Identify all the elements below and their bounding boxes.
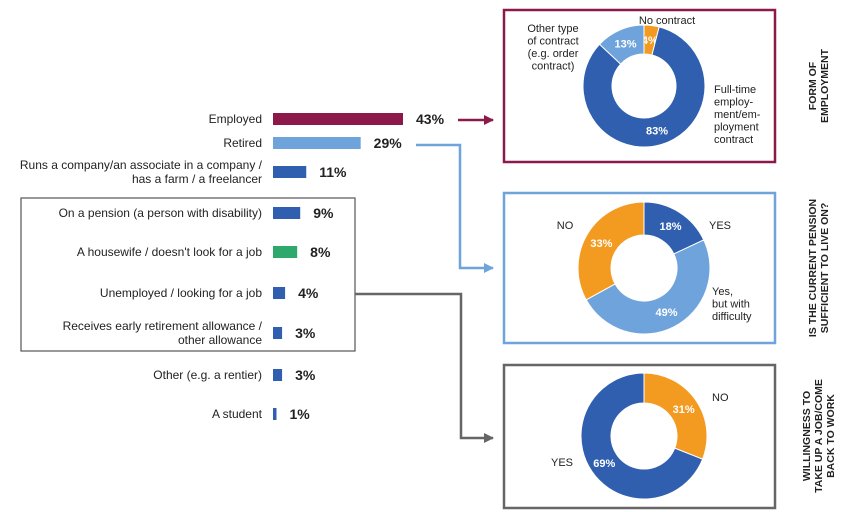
slice-value-label: 33% <box>590 238 612 250</box>
side-title-line: EMPLOYMENT <box>819 48 831 123</box>
bar-category-label-line: A student <box>212 407 263 421</box>
bar-category-label-line: Receives early retirement allowance / <box>63 319 263 333</box>
bar-category-label: A student <box>212 407 263 421</box>
donut-slice <box>580 372 704 500</box>
inactive-group-box <box>20 197 356 352</box>
slice-label-line: YES <box>709 220 731 232</box>
side-title-line: IS THE CURRENT PENSION <box>807 199 819 337</box>
bar-value-label: 1% <box>290 406 311 422</box>
bar-category-label: Employed <box>209 112 262 126</box>
bar <box>273 408 277 420</box>
slice-label-line: difficulty <box>712 311 752 323</box>
bar-category-label: Receives early retirement allowance / oth… <box>63 319 263 347</box>
side-title-line: WILLINGNESS TO <box>801 391 813 481</box>
bar-category-label: Retired <box>223 136 262 150</box>
slice-label: Yes, but with difficulty <box>712 286 752 323</box>
bar-category-label: Other (e.g. a rentier) <box>153 368 262 382</box>
bar-value-label: 29% <box>374 135 403 151</box>
slice-label-line: of contract <box>527 36 578 48</box>
slice-label-line: YES <box>551 457 573 469</box>
bar <box>273 369 283 381</box>
side-title-line: TAKE UP A JOB/COME <box>813 379 825 493</box>
slice-label-line: ployment <box>714 122 759 134</box>
side-title: WILLINGNESS TO TAKE UP A JOB/COME BACK TO … <box>801 379 837 493</box>
slice-label-line: employ- <box>714 97 753 109</box>
bar-category-label-line: A housewife / doesn't look for a job <box>77 245 262 259</box>
bar-value-label: 9% <box>313 205 334 221</box>
bar-category-label: Runs a company/an associate in a company… <box>20 158 263 186</box>
bar <box>273 166 307 178</box>
bar-value-label: 4% <box>298 285 319 301</box>
slice-label: NO <box>557 220 574 232</box>
slice-label-line: (e.g. order <box>528 48 579 60</box>
donut-slice <box>585 239 711 335</box>
bar-category-label: On a pension (a person with disability) <box>59 206 262 220</box>
side-title: IS THE CURRENT PENSION SUFFICIENT TO LIVE… <box>807 199 831 337</box>
bar-category-label-line: Other (e.g. a rentier) <box>153 368 262 382</box>
slice-value-label: 31% <box>673 404 695 416</box>
slice-label-line: No contract <box>639 15 695 27</box>
bar <box>273 113 403 125</box>
slice-label-line: contract) <box>532 61 575 73</box>
bar-value-label: 43% <box>416 111 445 127</box>
slice-value-label: 83% <box>646 126 668 138</box>
slice-value-label: 49% <box>655 307 677 319</box>
slice-label-line: but with <box>712 299 750 311</box>
slice-label: No contract <box>639 15 695 27</box>
donut-slice <box>577 201 645 301</box>
bar-category-label-line: has a farm / a freelancer <box>132 172 262 186</box>
slice-value-label: 4% <box>642 35 658 47</box>
bar <box>273 246 298 258</box>
slice-label-line: NO <box>557 220 574 232</box>
slice-label: YES <box>709 220 731 232</box>
bar-category-label-line: Retired <box>223 136 262 150</box>
slice-label: Full-time employ-ment/em-ployment contract <box>714 84 761 146</box>
inactive-arrow <box>355 292 494 443</box>
side-title-line: SUFFICIENT TO LIVE ON? <box>819 203 831 333</box>
slice-label-line: NO <box>712 392 729 404</box>
bar-value-label: 3% <box>295 367 316 383</box>
bar-category-label-line: Runs a company/an associate in a company… <box>20 158 263 172</box>
side-title-line: BACK TO WORK <box>825 394 837 478</box>
slice-value-label: 13% <box>615 38 637 50</box>
slice-value-label: 18% <box>660 221 682 233</box>
donut-slice <box>598 24 645 65</box>
retired-arrow <box>416 143 494 273</box>
slice-label: Other type of contract (e.g. order contract… <box>527 23 578 73</box>
bar <box>273 327 283 339</box>
bar-value-label: 11% <box>319 164 347 180</box>
donut-slice <box>643 372 708 460</box>
bar-category-label-line: On a pension (a person with disability) <box>59 206 262 220</box>
side-titles: FORM OF EMPLOYMENT IS THE CURRENT PENSION S… <box>801 48 837 493</box>
bar <box>273 207 301 219</box>
bar-value-label: 3% <box>295 325 316 341</box>
bar-chart: Employed 43% Retired 29% Runs a company/an a… <box>20 111 445 422</box>
bar-category-label: A housewife / doesn't look for a job <box>77 245 262 259</box>
bar <box>273 137 361 149</box>
bar-category-label: Unemployed / looking for a job <box>100 286 262 300</box>
bar-value-label: 8% <box>310 244 331 260</box>
bar-category-label-line: Employed <box>209 112 262 126</box>
bar-category-label-line: other allowance <box>178 333 262 347</box>
side-title-line: FORM OF <box>807 61 819 110</box>
slice-label-line: ment/em- <box>714 109 761 121</box>
donut-slice <box>582 26 706 148</box>
slice-label-line: Full-time <box>714 84 756 96</box>
slice-label-line: contract <box>714 134 753 146</box>
donut-charts: 4% 83% 13% Full-time employ-ment/em-ployment… <box>527 15 761 500</box>
side-title: FORM OF EMPLOYMENT <box>807 48 831 123</box>
slice-label-line: Yes, <box>712 286 733 298</box>
slice-label: NO <box>712 392 729 404</box>
slice-label-line: Other type <box>527 23 578 35</box>
bar <box>273 287 286 299</box>
slice-label: YES <box>551 457 573 469</box>
bar-category-label-line: Unemployed / looking for a job <box>100 286 262 300</box>
slice-value-label: 69% <box>593 458 615 470</box>
